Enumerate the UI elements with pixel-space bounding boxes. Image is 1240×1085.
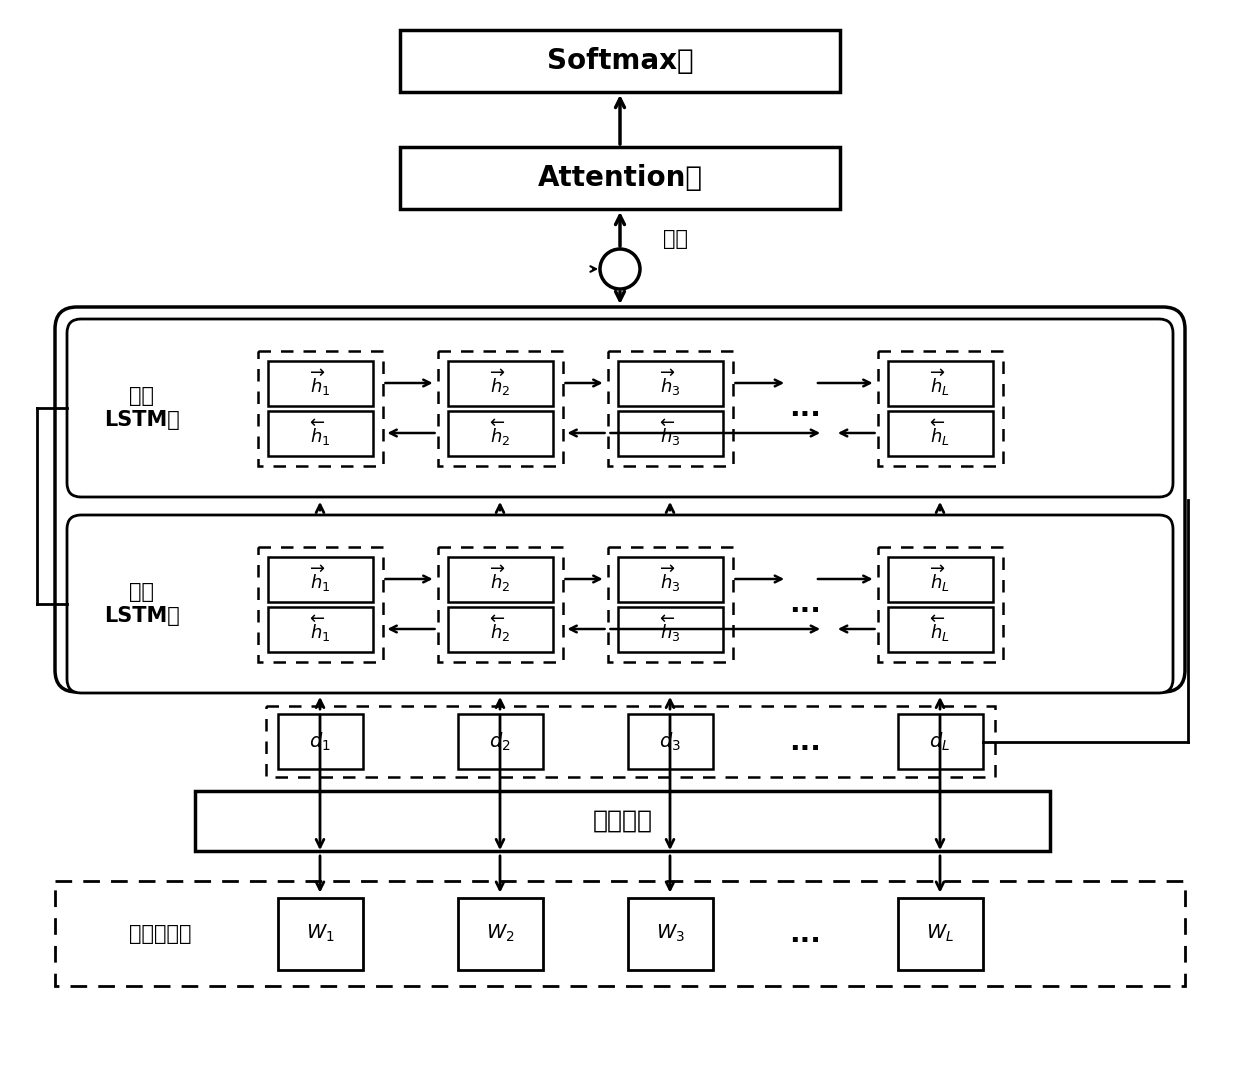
Bar xyxy=(448,410,553,456)
Bar xyxy=(618,607,723,651)
Text: $\overleftarrow{h}_3$: $\overleftarrow{h}_3$ xyxy=(660,613,681,644)
Text: LSTM层: LSTM层 xyxy=(104,607,180,626)
Text: $\overrightarrow{h}_2$: $\overrightarrow{h}_2$ xyxy=(490,368,510,398)
Circle shape xyxy=(600,248,640,289)
Text: $W_2$: $W_2$ xyxy=(486,923,515,944)
Bar xyxy=(458,897,543,970)
Bar xyxy=(888,410,992,456)
Bar xyxy=(268,360,372,406)
Text: $d_L$: $d_L$ xyxy=(930,730,951,753)
Text: 双向: 双向 xyxy=(129,386,155,406)
Text: Softmax层: Softmax层 xyxy=(547,47,693,75)
Bar xyxy=(627,897,713,970)
FancyBboxPatch shape xyxy=(67,515,1173,693)
Text: 词向量层: 词向量层 xyxy=(593,809,652,833)
Text: $\overleftarrow{h}_2$: $\overleftarrow{h}_2$ xyxy=(490,613,510,644)
Bar xyxy=(448,360,553,406)
Text: 连接: 连接 xyxy=(662,229,687,248)
Text: $d_2$: $d_2$ xyxy=(490,730,511,753)
Bar xyxy=(618,557,723,601)
Bar xyxy=(401,30,839,92)
Text: $d_1$: $d_1$ xyxy=(309,730,331,753)
Bar xyxy=(265,706,994,777)
Bar xyxy=(55,881,1185,986)
Text: $W_3$: $W_3$ xyxy=(656,923,684,944)
Text: ...: ... xyxy=(789,728,821,755)
Bar xyxy=(268,410,372,456)
Bar xyxy=(268,557,372,601)
Text: $\overrightarrow{h}_3$: $\overrightarrow{h}_3$ xyxy=(660,563,681,595)
Text: 双向: 双向 xyxy=(129,582,155,602)
Text: $\overleftarrow{h}_L$: $\overleftarrow{h}_L$ xyxy=(930,418,950,448)
Text: 句子中的词: 句子中的词 xyxy=(129,923,191,944)
Bar xyxy=(195,791,1050,851)
Text: $\overrightarrow{h}_L$: $\overrightarrow{h}_L$ xyxy=(930,368,950,398)
Text: $W_L$: $W_L$ xyxy=(926,923,954,944)
Bar xyxy=(898,714,982,769)
Bar xyxy=(888,607,992,651)
Text: $\overleftarrow{h}_2$: $\overleftarrow{h}_2$ xyxy=(490,418,510,448)
Bar xyxy=(888,360,992,406)
Bar xyxy=(258,350,382,465)
Bar xyxy=(458,714,543,769)
Text: $\overleftarrow{h}_L$: $\overleftarrow{h}_L$ xyxy=(930,613,950,644)
Text: ...: ... xyxy=(789,919,821,947)
Text: ...: ... xyxy=(789,590,821,618)
Text: $\overleftarrow{h}_1$: $\overleftarrow{h}_1$ xyxy=(310,613,330,644)
Bar xyxy=(268,607,372,651)
Text: ...: ... xyxy=(789,394,821,422)
Bar xyxy=(278,714,362,769)
Bar xyxy=(888,557,992,601)
Text: $W_1$: $W_1$ xyxy=(306,923,335,944)
Bar xyxy=(608,350,733,465)
Text: $\overrightarrow{h}_3$: $\overrightarrow{h}_3$ xyxy=(660,368,681,398)
Bar xyxy=(618,360,723,406)
Text: $\overrightarrow{h}_L$: $\overrightarrow{h}_L$ xyxy=(930,563,950,595)
Text: $\overleftarrow{h}_3$: $\overleftarrow{h}_3$ xyxy=(660,418,681,448)
Bar xyxy=(898,897,982,970)
Text: LSTM层: LSTM层 xyxy=(104,410,180,430)
Bar xyxy=(278,897,362,970)
Text: Attention层: Attention层 xyxy=(537,164,703,192)
Text: $\overrightarrow{h}_1$: $\overrightarrow{h}_1$ xyxy=(310,368,330,398)
Bar xyxy=(878,547,1002,662)
Bar xyxy=(258,547,382,662)
FancyBboxPatch shape xyxy=(55,307,1185,692)
Bar xyxy=(618,410,723,456)
Bar xyxy=(878,350,1002,465)
Bar xyxy=(608,547,733,662)
Bar xyxy=(401,146,839,209)
Text: $\overrightarrow{h}_2$: $\overrightarrow{h}_2$ xyxy=(490,563,510,595)
Text: $\overrightarrow{h}_1$: $\overrightarrow{h}_1$ xyxy=(310,563,330,595)
Bar xyxy=(438,547,563,662)
Bar xyxy=(438,350,563,465)
Text: $d_3$: $d_3$ xyxy=(658,730,681,753)
Bar xyxy=(627,714,713,769)
Bar xyxy=(448,557,553,601)
Bar xyxy=(448,607,553,651)
Text: $\overleftarrow{h}_1$: $\overleftarrow{h}_1$ xyxy=(310,418,330,448)
FancyBboxPatch shape xyxy=(67,319,1173,497)
